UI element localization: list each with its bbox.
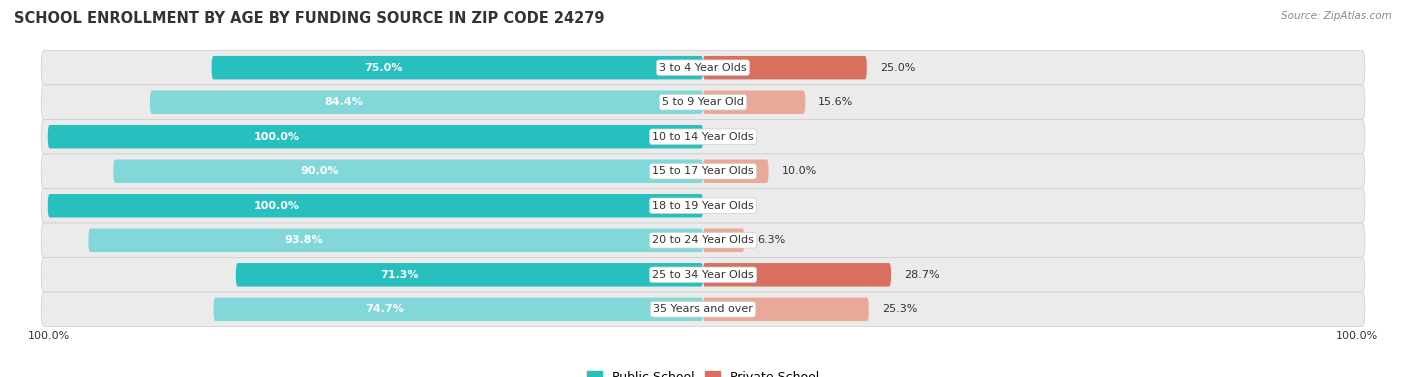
Text: 15 to 17 Year Olds: 15 to 17 Year Olds [652, 166, 754, 176]
Text: SCHOOL ENROLLMENT BY AGE BY FUNDING SOURCE IN ZIP CODE 24279: SCHOOL ENROLLMENT BY AGE BY FUNDING SOUR… [14, 11, 605, 26]
FancyBboxPatch shape [41, 292, 1365, 326]
Text: 35 Years and over: 35 Years and over [652, 304, 754, 314]
Text: 0.0%: 0.0% [716, 132, 744, 142]
FancyBboxPatch shape [114, 159, 703, 183]
Text: 100.0%: 100.0% [28, 331, 70, 341]
FancyBboxPatch shape [48, 194, 703, 218]
Text: 100.0%: 100.0% [254, 201, 299, 211]
FancyBboxPatch shape [48, 125, 703, 149]
Text: 5 to 9 Year Old: 5 to 9 Year Old [662, 97, 744, 107]
FancyBboxPatch shape [41, 51, 1365, 85]
FancyBboxPatch shape [41, 223, 1365, 257]
FancyBboxPatch shape [41, 188, 1365, 223]
FancyBboxPatch shape [214, 297, 703, 321]
Text: 25.3%: 25.3% [882, 304, 917, 314]
FancyBboxPatch shape [41, 154, 1365, 188]
Text: 100.0%: 100.0% [254, 132, 299, 142]
Text: 10 to 14 Year Olds: 10 to 14 Year Olds [652, 132, 754, 142]
Text: 18 to 19 Year Olds: 18 to 19 Year Olds [652, 201, 754, 211]
FancyBboxPatch shape [150, 90, 703, 114]
Text: 25.0%: 25.0% [880, 63, 915, 73]
Text: 28.7%: 28.7% [904, 270, 939, 280]
FancyBboxPatch shape [703, 90, 806, 114]
FancyBboxPatch shape [703, 297, 869, 321]
Text: 6.3%: 6.3% [758, 235, 786, 245]
FancyBboxPatch shape [703, 159, 769, 183]
Text: 20 to 24 Year Olds: 20 to 24 Year Olds [652, 235, 754, 245]
FancyBboxPatch shape [41, 120, 1365, 154]
FancyBboxPatch shape [89, 228, 703, 252]
Text: 84.4%: 84.4% [325, 97, 363, 107]
FancyBboxPatch shape [703, 263, 891, 287]
Text: 25 to 34 Year Olds: 25 to 34 Year Olds [652, 270, 754, 280]
FancyBboxPatch shape [236, 263, 703, 287]
Text: 15.6%: 15.6% [818, 97, 853, 107]
Text: 93.8%: 93.8% [284, 235, 323, 245]
Text: 74.7%: 74.7% [366, 304, 405, 314]
Text: 0.0%: 0.0% [716, 201, 744, 211]
Text: 10.0%: 10.0% [782, 166, 817, 176]
FancyBboxPatch shape [41, 85, 1365, 120]
FancyBboxPatch shape [703, 56, 868, 80]
Text: 71.3%: 71.3% [380, 270, 419, 280]
FancyBboxPatch shape [211, 56, 703, 80]
Legend: Public School, Private School: Public School, Private School [582, 366, 824, 377]
FancyBboxPatch shape [41, 257, 1365, 292]
Text: 90.0%: 90.0% [301, 166, 339, 176]
Text: 3 to 4 Year Olds: 3 to 4 Year Olds [659, 63, 747, 73]
Text: 75.0%: 75.0% [364, 63, 402, 73]
Text: Source: ZipAtlas.com: Source: ZipAtlas.com [1281, 11, 1392, 21]
FancyBboxPatch shape [703, 228, 744, 252]
Text: 100.0%: 100.0% [1336, 331, 1378, 341]
